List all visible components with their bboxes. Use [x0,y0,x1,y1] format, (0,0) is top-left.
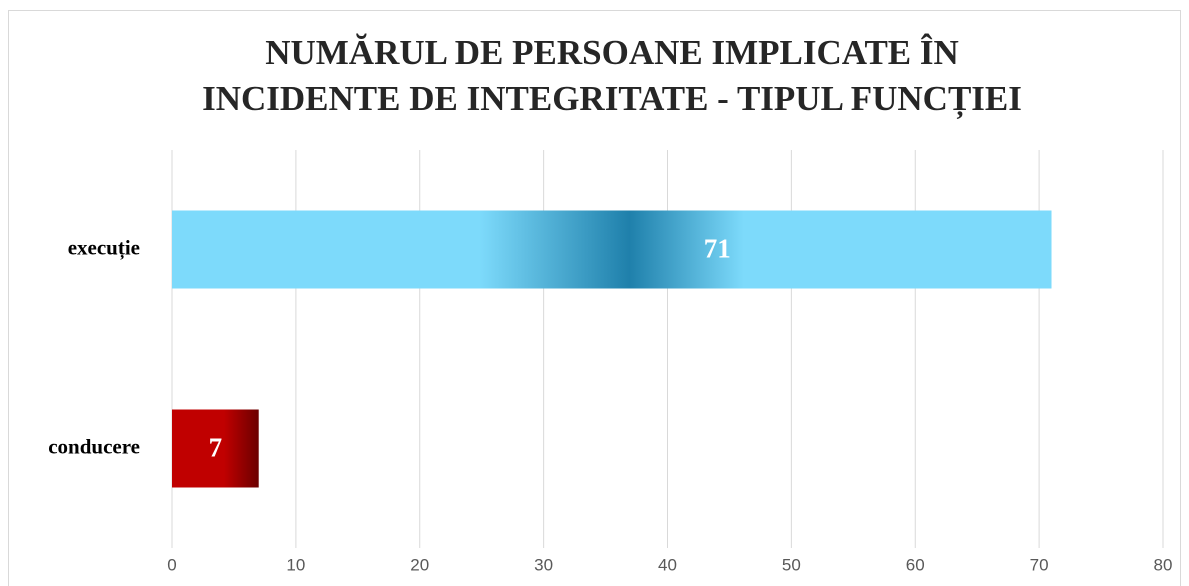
x-tick-label: 40 [658,555,677,574]
x-tick-label: 80 [1154,555,1173,574]
x-tick-label: 50 [782,555,801,574]
data-label: 71 [704,234,731,264]
bar [172,210,1052,289]
chart-border [8,10,1181,586]
x-tick-label: 0 [167,555,176,574]
chart-title: NUMĂRUL DE PERSOANE IMPLICATE ÎN [265,32,959,72]
category-label: execuție [68,235,140,260]
x-tick-label: 20 [410,555,429,574]
x-tick-label: 10 [286,555,305,574]
x-tick-label: 70 [1030,555,1049,574]
data-label: 7 [209,433,223,463]
x-tick-label: 60 [906,555,925,574]
bar [172,409,259,488]
category-label: conducere [48,434,140,458]
x-tick-label: 30 [534,555,553,574]
chart-title: INCIDENTE DE INTEGRITATE - TIPUL FUNCȚIE… [202,79,1022,120]
